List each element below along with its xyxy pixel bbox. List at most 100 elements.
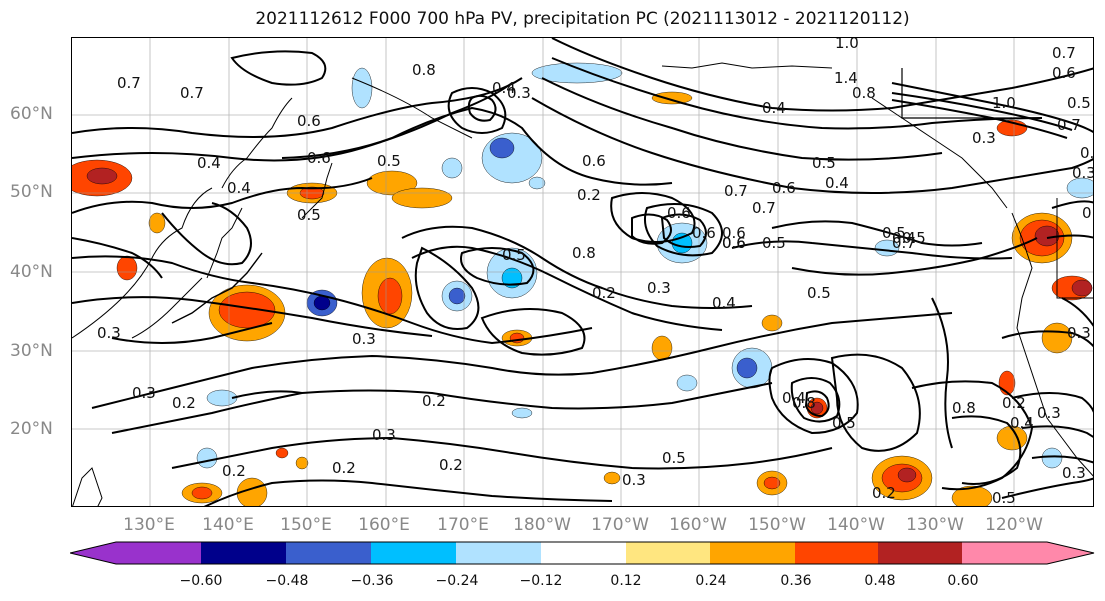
contour-label: 0.2 xyxy=(592,284,616,302)
contour-label: 0.2 xyxy=(332,459,356,477)
contour-label: 0.5 xyxy=(662,449,686,467)
precip-blob xyxy=(1041,447,1063,469)
precip-blob xyxy=(651,335,673,361)
contour-label: 0.6 xyxy=(722,234,746,252)
contour-label: 0.5 xyxy=(377,152,401,170)
colorbar-tick: −0.48 xyxy=(265,573,309,589)
contour-label: 0.6 xyxy=(307,149,331,167)
colorbar-segment xyxy=(626,542,710,564)
contour-label: 0.2 xyxy=(1082,204,1094,222)
contour-label: 0.5 xyxy=(992,489,1016,507)
contour-label: 0.2 xyxy=(172,394,196,412)
lat-label-60n: 60°N xyxy=(10,104,53,124)
contour-label: 0.6 xyxy=(722,224,746,242)
colorbar-segment xyxy=(962,542,1094,564)
precip-shading xyxy=(72,62,1093,506)
contour-label: 0.5 xyxy=(812,154,836,172)
contour-label: 0.4 xyxy=(197,154,221,172)
lon-label: 140°E xyxy=(202,515,254,535)
precip-blob xyxy=(501,267,523,289)
contour-label: 0.6 xyxy=(772,179,796,197)
map-svg: 0.70.70.60.6 0.50.50.40.40.30.30.20.2 0.20… xyxy=(72,38,1094,507)
colorbar-segment xyxy=(371,542,456,564)
precip-blob xyxy=(116,255,138,281)
contour-label: 0.6 xyxy=(1052,64,1076,82)
contour-label: 0.7 xyxy=(1057,116,1081,134)
contour-label: 0.4 xyxy=(825,174,849,192)
precip-blob xyxy=(528,176,546,190)
contour-label: 0.4 xyxy=(1010,414,1034,432)
graticule xyxy=(72,38,1093,506)
colorbar-tick: 0.12 xyxy=(610,573,642,589)
chart-title: 2021112612 F000 700 hPa PV, precipitatio… xyxy=(255,9,910,29)
contour-label: 0.6 xyxy=(297,112,321,130)
precip-blob xyxy=(191,486,213,500)
contour-label: 0.3 xyxy=(352,330,376,348)
contour-label: 0.4 xyxy=(712,294,736,312)
colorbar-segment xyxy=(286,542,371,564)
contour-label: 0.3 xyxy=(1080,144,1094,162)
precip-blob xyxy=(275,447,289,459)
lon-label: 170°W xyxy=(591,515,649,535)
lat-label-30n: 30°N xyxy=(10,341,53,361)
coastlines xyxy=(72,62,1093,506)
colorbar-segment xyxy=(710,542,795,564)
precip-blob xyxy=(810,401,824,415)
lon-label: 150°W xyxy=(748,515,806,535)
precip-blob xyxy=(736,357,758,379)
contour-label: 0.7 xyxy=(752,199,776,217)
contour-label: 0.5 xyxy=(902,229,926,247)
contour-label: 0.7 xyxy=(1052,44,1076,62)
precip-blob xyxy=(897,467,917,483)
precip-blob xyxy=(196,447,218,469)
colorbar-segment xyxy=(201,542,286,564)
precip-blob xyxy=(313,295,331,311)
precip-blob xyxy=(763,476,781,490)
colorbar-segment xyxy=(541,542,626,564)
contour-label: 0.6 xyxy=(667,204,691,222)
contour-label: 0.3 xyxy=(1072,164,1094,182)
contour-label: 0.5 xyxy=(297,206,321,224)
precip-blob xyxy=(295,456,309,470)
lon-label: 160°W xyxy=(669,515,727,535)
precip-blob xyxy=(148,212,166,234)
contour-label: 0.3 xyxy=(1062,464,1086,482)
contour-label: 0.4 xyxy=(892,229,916,247)
contour-label: 0.8 xyxy=(852,84,876,102)
precip-blob xyxy=(86,167,118,185)
precip-blob xyxy=(676,374,698,392)
precip-blob xyxy=(761,314,783,332)
contour-label: 0.3 xyxy=(372,426,396,444)
precip-blob xyxy=(448,287,466,305)
contour-label: 0.2 xyxy=(439,456,463,474)
contour-label: 0.5 xyxy=(1067,94,1091,112)
lon-label: 140°W xyxy=(827,515,885,535)
colorbar-tick: −0.60 xyxy=(179,573,223,589)
contour-label: 0.4 xyxy=(227,179,251,197)
contour-label: 0.6 xyxy=(582,152,606,170)
precip-blob xyxy=(489,137,515,159)
contour-label: 0.2 xyxy=(1002,394,1026,412)
lat-label-20n: 20°N xyxy=(10,419,53,439)
precip-blob xyxy=(511,407,533,419)
colorbar-tick: 0.60 xyxy=(947,573,979,589)
precip-blob xyxy=(531,62,623,84)
precip-blob xyxy=(441,157,463,179)
colorbar xyxy=(70,541,1095,565)
contour-label: 1.0 xyxy=(992,94,1016,112)
contour-label: 0.3 xyxy=(972,129,996,147)
lon-label: 130°W xyxy=(906,515,964,535)
contour-label: 0.6 xyxy=(722,234,746,252)
contour-label: 0.2 xyxy=(422,392,446,410)
colorbar-tick: 0.24 xyxy=(695,573,727,589)
contour-label: 0.8 xyxy=(792,394,816,412)
contour-label: 0.3 xyxy=(97,324,121,342)
precip-blob xyxy=(951,485,993,506)
colorbar-segment xyxy=(70,542,201,564)
precip-blob xyxy=(377,277,403,315)
map-panel: 0.7 0.7 0.6 0.6 0.5 0.5 0.4 0.4 0.3 0.3 0.2 0.2 0.2 0… xyxy=(71,37,1094,507)
lon-label: 120°W xyxy=(985,515,1043,535)
precip-blob xyxy=(651,91,693,105)
precip-blob xyxy=(206,389,238,407)
contour-label: 0.7 xyxy=(724,182,748,200)
